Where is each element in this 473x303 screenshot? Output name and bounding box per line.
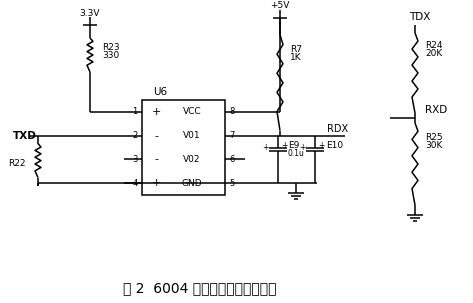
Text: RXD: RXD bbox=[425, 105, 447, 115]
Text: TDX: TDX bbox=[409, 12, 431, 22]
Bar bbox=[142, 100, 225, 195]
Text: 3.3V: 3.3V bbox=[80, 8, 100, 18]
Text: 6: 6 bbox=[229, 155, 235, 164]
Text: R25: R25 bbox=[425, 134, 443, 142]
Text: R23: R23 bbox=[102, 44, 120, 52]
Text: -: - bbox=[154, 154, 158, 164]
Text: R7: R7 bbox=[290, 45, 302, 55]
Text: R24: R24 bbox=[425, 41, 443, 49]
Text: 5: 5 bbox=[229, 179, 235, 188]
Text: 8: 8 bbox=[229, 107, 235, 116]
Text: V02: V02 bbox=[183, 155, 201, 164]
Text: 330: 330 bbox=[102, 52, 119, 61]
Text: 2: 2 bbox=[132, 131, 138, 140]
Text: 0.1u: 0.1u bbox=[288, 149, 305, 158]
Text: E9: E9 bbox=[288, 141, 299, 150]
Text: +: + bbox=[151, 107, 161, 117]
Text: 3: 3 bbox=[132, 155, 138, 164]
Text: 图 2  6004 与单片机的接口电路图: 图 2 6004 与单片机的接口电路图 bbox=[123, 281, 277, 295]
Text: VCC: VCC bbox=[183, 107, 201, 116]
Text: 20K: 20K bbox=[425, 48, 442, 58]
Text: 4: 4 bbox=[132, 179, 138, 188]
Text: +: + bbox=[262, 143, 268, 152]
Text: 7: 7 bbox=[229, 131, 235, 140]
Text: +: + bbox=[318, 141, 324, 150]
Text: TXD: TXD bbox=[13, 131, 37, 141]
Text: +: + bbox=[151, 178, 161, 188]
Text: E10: E10 bbox=[326, 141, 343, 150]
Text: +5V: +5V bbox=[270, 2, 289, 11]
Text: GND: GND bbox=[182, 179, 202, 188]
Text: +: + bbox=[281, 141, 288, 150]
Text: +: + bbox=[299, 143, 305, 152]
Text: RDX: RDX bbox=[327, 124, 349, 134]
Text: R22: R22 bbox=[9, 159, 26, 168]
Text: 30K: 30K bbox=[425, 142, 442, 151]
Text: U6: U6 bbox=[153, 87, 167, 97]
Text: -: - bbox=[154, 131, 158, 141]
Text: V01: V01 bbox=[183, 131, 201, 140]
Text: 1K: 1K bbox=[290, 54, 302, 62]
Text: 1: 1 bbox=[132, 107, 138, 116]
